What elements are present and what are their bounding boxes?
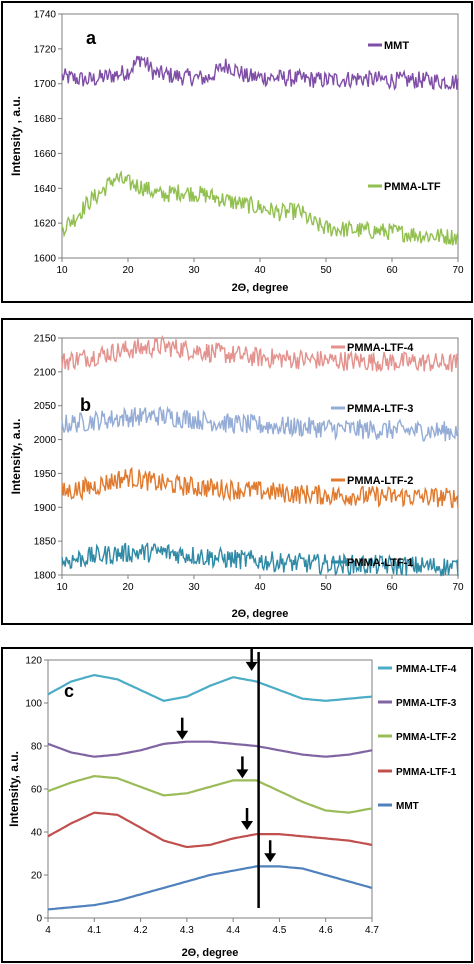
- series-line-pmma-ltf-2: [47, 774, 373, 814]
- y-tick-label: 1720: [34, 44, 57, 55]
- y-tick-label: 2100: [34, 367, 57, 378]
- panel-c: 0 20 40 60 80 100 120 4 4.1 4.2 4.3 4.4 4.5 4.6 4.7 2Θ,…: [7, 648, 457, 959]
- x-tick-label: 40: [254, 265, 266, 276]
- series-line-pmma-ltf: [61, 169, 459, 246]
- y-tick-label: 40: [31, 828, 43, 839]
- y-tick-label: 0: [36, 914, 42, 925]
- legend-label: PMMA-LTF-4: [396, 664, 457, 675]
- x-tick-label: 4: [45, 925, 51, 936]
- y-tick-label: 1600: [34, 254, 57, 265]
- x-tick-label: 10: [56, 582, 68, 593]
- y-tick-label: 120: [25, 656, 42, 667]
- x-tick-label: 40: [254, 582, 266, 593]
- panel-b-frame: [1, 318, 473, 625]
- series-line-pmma-ltf-3: [47, 740, 373, 758]
- legend-label: PMMA-LTF-1: [347, 557, 413, 569]
- panel-b: 1800 1850 1900 1950 2000 2050 2100 2150 10 20 30 40…: [9, 334, 464, 621]
- x-tick-label: 70: [452, 582, 464, 593]
- x-tick-label: 4.4: [226, 925, 240, 936]
- x-tick-label: 50: [320, 582, 332, 593]
- y-tick-label: 1660: [34, 149, 57, 160]
- series-line-mmt: [47, 865, 373, 911]
- panel-label: b: [80, 395, 91, 415]
- x-tick-label: 4.6: [319, 925, 333, 936]
- series-line-pmma-ltf-4: [47, 673, 373, 702]
- arrow-head: [264, 853, 277, 863]
- x-tick-label: 4.1: [87, 925, 101, 936]
- y-tick-label: 1640: [34, 184, 57, 195]
- x-axis-label: 2Θ, degree: [182, 947, 239, 959]
- x-tick-label: 30: [188, 265, 200, 276]
- panel-a-frame: [1, 1, 473, 303]
- legend-label: PMMA-LTF-1: [396, 767, 457, 778]
- y-tick-label: 1740: [34, 10, 57, 21]
- plot-area: [61, 337, 459, 576]
- legend-label: PMMA-LTF-2: [347, 475, 413, 487]
- legend-label: PMMA-LTF-3: [347, 403, 413, 415]
- y-tick-label: 1850: [34, 537, 57, 548]
- y-tick-label: 2050: [34, 401, 57, 412]
- panel-label: c: [64, 681, 74, 701]
- series-line-pmma-ltf-4: [61, 334, 459, 373]
- series-line-pmma-ltf-3: [61, 405, 459, 442]
- x-tick-label: 10: [56, 265, 68, 276]
- y-tick-label: 1800: [34, 571, 57, 582]
- x-tick-label: 4.5: [272, 925, 286, 936]
- x-tick-label: 20: [122, 582, 134, 593]
- y-tick-label: 1620: [34, 219, 57, 230]
- legend-label: MMT: [396, 801, 419, 812]
- legend-label: PMMA-LTF-2: [396, 732, 457, 743]
- arrow-head: [241, 821, 254, 830]
- y-tick-label: 1700: [34, 79, 57, 90]
- panel-c-frame: [1, 647, 473, 963]
- x-tick-label: 30: [188, 582, 200, 593]
- x-tick-label: 4.7: [365, 925, 379, 936]
- legend-label: PMMA-LTF-3: [396, 698, 457, 709]
- arrow-head: [176, 730, 189, 740]
- y-axis-label: Intensity , a.u.: [9, 96, 23, 176]
- y-axis-label: Intensity, a.u.: [7, 751, 21, 827]
- y-tick-label: 20: [31, 871, 43, 882]
- x-tick-label: 70: [452, 265, 464, 276]
- y-tick-label: 1680: [34, 114, 57, 125]
- arrow-head: [245, 661, 258, 671]
- x-tick-label: 60: [386, 582, 398, 593]
- x-axis-label: 2Θ, degree: [232, 282, 289, 294]
- x-tick-label: 4.2: [134, 925, 148, 936]
- panel-a: 1600 1620 1640 1660 1680 1700 1720 1740 10 20 30 40…: [9, 10, 464, 295]
- x-tick-label: 20: [122, 265, 134, 276]
- y-tick-label: 100: [25, 699, 42, 710]
- series-line-pmma-ltf-1: [47, 811, 373, 849]
- y-tick-label: 80: [31, 742, 43, 753]
- series-line-pmma-ltf-2: [61, 466, 459, 509]
- plot-area: [47, 659, 373, 919]
- x-tick-label: 60: [386, 265, 398, 276]
- series-line-mmt: [61, 55, 459, 91]
- legend-label: MMT: [384, 40, 409, 52]
- panel-label: a: [86, 28, 97, 48]
- x-tick-label: 50: [320, 265, 332, 276]
- legend-label: PMMA-LTF: [384, 181, 441, 193]
- x-axis-label: 2Θ, degree: [232, 608, 289, 620]
- y-tick-label: 2150: [34, 334, 57, 345]
- y-tick-label: 1900: [34, 503, 57, 514]
- series-line-pmma-ltf-1: [61, 542, 459, 577]
- y-axis-label: Intensity, a.u.: [9, 419, 23, 495]
- arrow-head: [236, 769, 249, 779]
- x-tick-label: 4.3: [180, 925, 194, 936]
- legend-label: PMMA-LTF-4: [347, 342, 414, 354]
- y-tick-label: 2000: [34, 435, 57, 446]
- y-tick-label: 60: [31, 785, 43, 796]
- y-tick-label: 1950: [34, 469, 57, 480]
